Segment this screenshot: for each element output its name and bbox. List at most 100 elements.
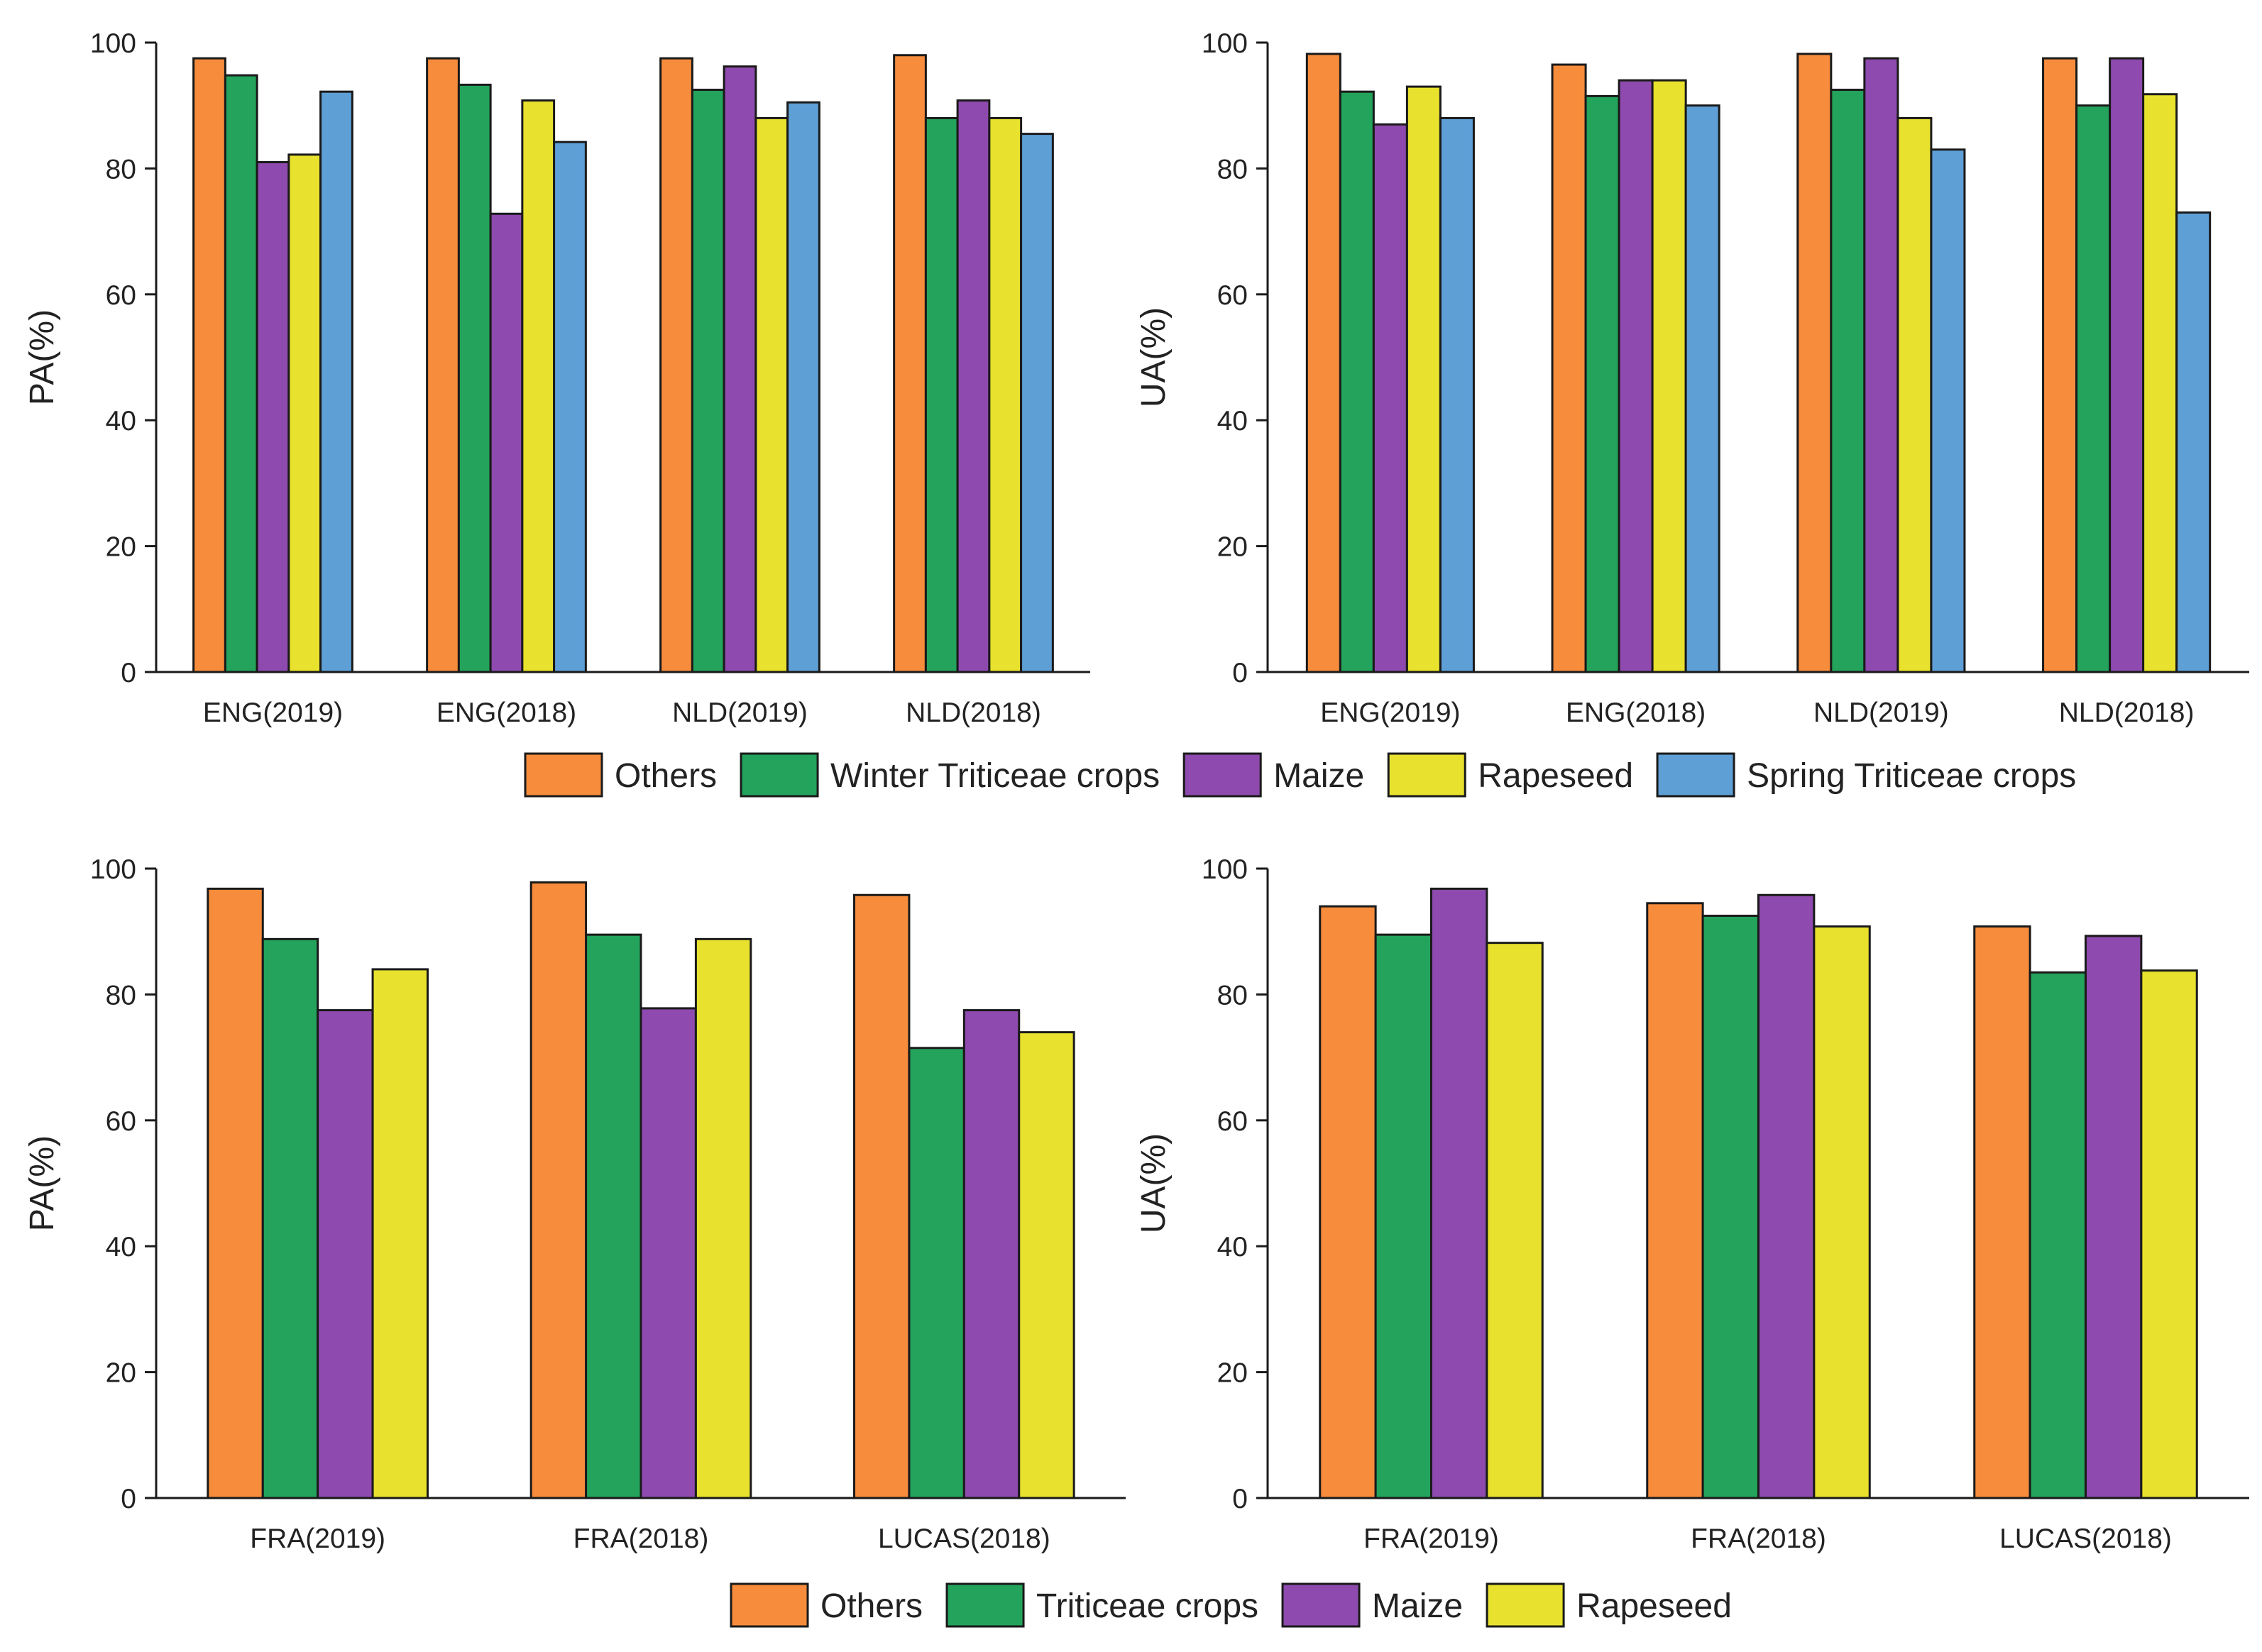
y-tick-label: 100 <box>90 854 136 885</box>
bar-maize-fra-2019- <box>317 1009 374 1499</box>
legend-swatch <box>1387 752 1466 798</box>
y-tick-label: 80 <box>106 980 136 1011</box>
y-tick-label: 20 <box>1217 1358 1248 1389</box>
bar-winter-triticeae-crops-nld-2019- <box>691 89 725 673</box>
y-tick-label: 0 <box>121 1484 136 1514</box>
x-tick-label: NLD(2018) <box>2059 698 2195 728</box>
bar-maize-nld-2019- <box>723 65 757 673</box>
x-tick-label: ENG(2019) <box>1320 698 1460 728</box>
bar-others-eng-2018- <box>426 57 460 673</box>
y-tick-label: 0 <box>1232 658 1248 688</box>
y-axis-label: UA(%) <box>1135 1133 1173 1233</box>
bar-maize-nld-2018- <box>956 99 991 673</box>
y-axis-label: PA(%) <box>23 309 61 405</box>
x-tick-label: LUCAS(2018) <box>878 1524 1050 1554</box>
x-tick-label: ENG(2018) <box>437 698 576 728</box>
y-tick-label: 60 <box>106 280 136 311</box>
legend-swatch <box>1656 752 1735 798</box>
bar-spring-triticeae-crops-nld-2019- <box>1930 148 1966 673</box>
bar-others-eng-2019- <box>192 57 226 673</box>
bar-maize-lucas-2018- <box>962 1009 1021 1499</box>
bar-rapeseed-fra-2018- <box>694 937 752 1499</box>
bar-triticeae-crops-fra-2018- <box>585 933 642 1499</box>
bar-triticeae-crops-lucas-2018- <box>908 1047 965 1499</box>
bar-rapeseed-lucas-2018- <box>1018 1031 1075 1499</box>
y-axis-label: PA(%) <box>23 1135 61 1231</box>
legend-label: Others <box>820 1587 923 1625</box>
y-axis-label: UA(%) <box>1135 307 1173 407</box>
bar-others-nld-2018- <box>2042 57 2078 673</box>
legend-2: Others Triticeae crops Maize Rapeseed <box>730 1582 1732 1628</box>
y-tick-label: 0 <box>121 658 136 688</box>
bar-winter-triticeae-crops-eng-2019- <box>224 74 258 673</box>
bar-others-lucas-2018- <box>853 893 911 1499</box>
bar-rapeseed-eng-2018- <box>521 99 556 673</box>
bar-rapeseed-fra-2019- <box>1486 942 1544 1499</box>
legend-label: Triticeae crops <box>1036 1587 1258 1625</box>
y-tick-label: 40 <box>1217 1232 1248 1262</box>
legend-swatch <box>1281 1582 1361 1628</box>
y-tick-label: 40 <box>106 406 136 436</box>
bar-rapeseed-eng-2019- <box>1405 85 1442 673</box>
legend-label: Maize <box>1372 1587 1463 1625</box>
bar-winter-triticeae-crops-nld-2019- <box>1830 89 1866 673</box>
bar-maize-fra-2018- <box>1757 893 1816 1499</box>
x-tick-label: NLD(2018) <box>906 698 1041 728</box>
legend-swatch <box>524 752 603 798</box>
y-tick-label: 20 <box>106 532 136 563</box>
bar-winter-triticeae-crops-nld-2018- <box>924 116 959 673</box>
legend-label: Maize <box>1273 757 1364 795</box>
chart-panel-2: ENG(2019) ENG(2018) NLD(2019) NLD(2018) 0 20 4… <box>1135 28 2249 728</box>
bar-winter-triticeae-crops-eng-2018- <box>1584 94 1620 673</box>
y-tick-label: 60 <box>1217 280 1248 311</box>
bar-rapeseed-fra-2018- <box>1813 925 1871 1499</box>
bar-winter-triticeae-crops-eng-2019- <box>1339 90 1375 673</box>
bar-others-fra-2018- <box>529 881 588 1499</box>
y-tick-label: 20 <box>1217 532 1248 563</box>
bar-winter-triticeae-crops-nld-2018- <box>2075 104 2112 673</box>
x-tick-label: FRA(2019) <box>250 1524 385 1554</box>
y-tick-label: 60 <box>1217 1106 1248 1137</box>
x-tick-label: NLD(2019) <box>672 698 808 728</box>
y-tick-label: 80 <box>106 154 136 185</box>
bar-triticeae-crops-fra-2019- <box>1374 933 1433 1499</box>
y-tick-label: 80 <box>1217 154 1248 185</box>
legend-swatch <box>1182 752 1262 798</box>
bar-rapeseed-lucas-2018- <box>2140 969 2198 1499</box>
x-tick-label: FRA(2018) <box>1691 1524 1826 1554</box>
x-tick-label: ENG(2019) <box>203 698 343 728</box>
legend-swatch <box>1486 1582 1565 1628</box>
bar-triticeae-crops-lucas-2018- <box>2028 971 2087 1499</box>
legend-label: Rapeseed <box>1576 1587 1732 1625</box>
bar-maize-nld-2018- <box>2109 57 2145 673</box>
legend-label: Winter Triticeae crops <box>830 757 1160 795</box>
y-tick-label: 80 <box>1217 980 1248 1011</box>
x-tick-label: ENG(2018) <box>1566 698 1706 728</box>
y-tick-label: 100 <box>1202 854 1248 885</box>
bar-maize-eng-2018- <box>1618 79 1654 673</box>
chart-panel-4: FRA(2019) FRA(2018) LUCAS(2018) 0 20 40 60 80 10… <box>1135 854 2249 1554</box>
bar-rapeseed-fra-2019- <box>371 968 429 1499</box>
legend-label: Spring Triticeae crops <box>1747 757 2076 795</box>
legend-swatch <box>740 752 819 798</box>
y-tick-label: 100 <box>1202 28 1248 59</box>
bar-rapeseed-nld-2018- <box>988 116 1023 673</box>
bar-spring-triticeae-crops-eng-2018- <box>1684 104 1720 673</box>
bar-triticeae-crops-fra-2018- <box>1701 915 1759 1499</box>
bar-maize-lucas-2018- <box>2085 935 2143 1499</box>
bar-maize-fra-2019- <box>1430 887 1488 1499</box>
bar-rapeseed-nld-2019- <box>754 116 789 673</box>
legend-label: Rapeseed <box>1478 757 1633 795</box>
y-tick-label: 0 <box>1232 1484 1248 1514</box>
chart-panel-1: ENG(2019) ENG(2018) NLD(2019) NLD(2018) 0 20 4… <box>23 28 1090 728</box>
bar-maize-eng-2018- <box>489 212 524 673</box>
legend-swatch <box>945 1582 1025 1628</box>
bar-others-fra-2019- <box>1319 905 1377 1499</box>
bar-rapeseed-eng-2019- <box>287 153 322 673</box>
bar-maize-eng-2019- <box>256 161 290 673</box>
bar-maize-nld-2019- <box>1863 57 1899 673</box>
bar-spring-triticeae-crops-eng-2019- <box>1439 116 1475 673</box>
chart-panel-3: FRA(2019) FRA(2018) LUCAS(2018) 0 20 40 60 80 10… <box>23 854 1126 1554</box>
bar-spring-triticeae-crops-nld-2018- <box>1020 133 1054 673</box>
bar-spring-triticeae-crops-nld-2018- <box>2175 211 2212 673</box>
